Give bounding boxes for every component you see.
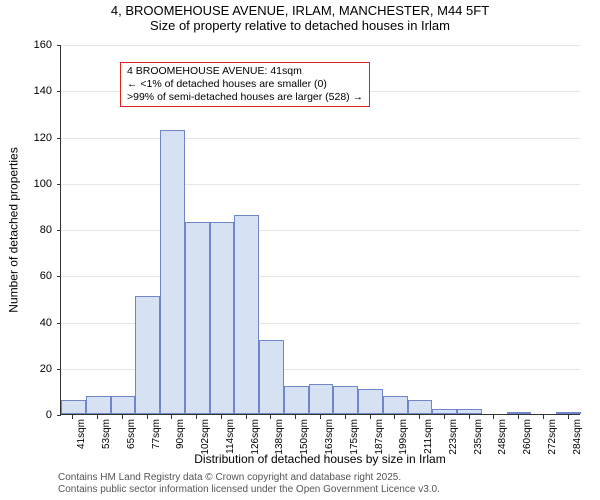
y-tick-label: 60 xyxy=(40,270,52,282)
x-tick-mark xyxy=(518,415,519,419)
y-tick-mark xyxy=(57,184,61,185)
x-tick-mark xyxy=(196,415,197,419)
y-tick-mark xyxy=(57,369,61,370)
histogram-bar xyxy=(383,396,408,415)
y-tick-mark xyxy=(57,138,61,139)
histogram-bar xyxy=(507,412,532,414)
x-tick-label: 114sqm xyxy=(225,419,236,454)
x-tick-mark xyxy=(320,415,321,419)
footer-line-2: Contains public sector information licen… xyxy=(58,484,440,496)
annotation-box: 4 BROOMEHOUSE AVENUE: 41sqm← <1% of deta… xyxy=(120,62,370,107)
y-tick-mark xyxy=(57,323,61,324)
annotation-line: ← <1% of detached houses are smaller (0) xyxy=(127,78,363,91)
x-tick-mark xyxy=(568,415,569,419)
x-tick-mark xyxy=(171,415,172,419)
histogram-bar xyxy=(234,215,259,414)
x-tick-label: 163sqm xyxy=(324,419,335,455)
histogram-bar xyxy=(210,222,235,414)
histogram-bar xyxy=(457,409,482,414)
x-tick-label: 211sqm xyxy=(423,419,434,454)
x-tick-mark xyxy=(469,415,470,419)
x-tick-label: 41sqm xyxy=(76,419,87,449)
x-tick-label: 126sqm xyxy=(250,419,261,455)
histogram-bar xyxy=(284,386,309,414)
x-tick-label: 77sqm xyxy=(151,419,162,449)
y-tick-label: 140 xyxy=(34,85,52,97)
x-tick-mark xyxy=(493,415,494,419)
x-tick-mark xyxy=(394,415,395,419)
x-tick-label: 53sqm xyxy=(101,419,112,449)
histogram-bar xyxy=(333,386,358,414)
x-tick-label: 150sqm xyxy=(299,419,310,455)
histogram-bar xyxy=(160,130,185,414)
y-tick-label: 80 xyxy=(40,224,52,236)
x-tick-mark xyxy=(221,415,222,419)
x-tick-label: 235sqm xyxy=(473,419,484,455)
x-tick-mark xyxy=(97,415,98,419)
x-tick-mark xyxy=(270,415,271,419)
gridline xyxy=(61,138,580,139)
x-tick-label: 65sqm xyxy=(126,419,137,449)
gridline xyxy=(61,276,580,277)
histogram-bar xyxy=(556,412,581,414)
chart-title: 4, BROOMEHOUSE AVENUE, IRLAM, MANCHESTER… xyxy=(0,3,600,33)
footer-line-1: Contains HM Land Registry data © Crown c… xyxy=(58,472,440,484)
x-tick-label: 248sqm xyxy=(497,419,508,455)
gridline xyxy=(61,45,580,46)
x-tick-label: 199sqm xyxy=(398,419,409,455)
y-tick-label: 100 xyxy=(34,178,52,190)
annotation-line: >99% of semi-detached houses are larger … xyxy=(127,91,363,104)
histogram-bar xyxy=(61,400,86,414)
histogram-bar xyxy=(432,409,457,414)
histogram-bar xyxy=(86,396,111,415)
y-tick-label: 20 xyxy=(40,363,52,375)
x-tick-mark xyxy=(295,415,296,419)
x-tick-label: 102sqm xyxy=(200,419,211,455)
x-tick-mark xyxy=(345,415,346,419)
footer-credits: Contains HM Land Registry data © Crown c… xyxy=(58,472,440,496)
gridline xyxy=(61,184,580,185)
x-tick-mark xyxy=(246,415,247,419)
x-tick-mark xyxy=(72,415,73,419)
x-tick-label: 138sqm xyxy=(274,419,285,455)
chart-container: 4, BROOMEHOUSE AVENUE, IRLAM, MANCHESTER… xyxy=(0,0,600,500)
x-tick-label: 260sqm xyxy=(522,419,533,455)
y-tick-label: 0 xyxy=(46,409,52,421)
y-tick-mark xyxy=(57,91,61,92)
x-tick-mark xyxy=(444,415,445,419)
histogram-bar xyxy=(185,222,210,414)
histogram-bar xyxy=(309,384,334,414)
y-axis-ticks: 020406080100120140160 xyxy=(0,45,56,415)
annotation-line: 4 BROOMEHOUSE AVENUE: 41sqm xyxy=(127,65,363,78)
title-line-2: Size of property relative to detached ho… xyxy=(0,18,600,33)
x-tick-label: 284sqm xyxy=(572,419,583,455)
x-tick-mark xyxy=(543,415,544,419)
y-tick-mark xyxy=(57,276,61,277)
x-tick-label: 272sqm xyxy=(547,419,558,455)
histogram-bar xyxy=(111,396,136,415)
x-tick-mark xyxy=(370,415,371,419)
x-tick-label: 187sqm xyxy=(374,419,385,455)
x-tick-label: 223sqm xyxy=(448,419,459,455)
y-tick-label: 160 xyxy=(34,39,52,51)
y-tick-label: 120 xyxy=(34,132,52,144)
x-tick-label: 90sqm xyxy=(175,419,186,449)
y-tick-mark xyxy=(57,45,61,46)
histogram-bar xyxy=(358,389,383,414)
histogram-bar xyxy=(408,400,433,414)
gridline xyxy=(61,230,580,231)
y-tick-label: 40 xyxy=(40,317,52,329)
title-line-1: 4, BROOMEHOUSE AVENUE, IRLAM, MANCHESTER… xyxy=(0,3,600,18)
histogram-bar xyxy=(135,296,160,414)
histogram-bar xyxy=(259,340,284,414)
x-tick-mark xyxy=(147,415,148,419)
x-axis-label: Distribution of detached houses by size … xyxy=(60,452,580,466)
x-tick-label: 175sqm xyxy=(349,419,360,455)
x-tick-mark xyxy=(122,415,123,419)
y-tick-mark xyxy=(57,230,61,231)
x-tick-mark xyxy=(419,415,420,419)
